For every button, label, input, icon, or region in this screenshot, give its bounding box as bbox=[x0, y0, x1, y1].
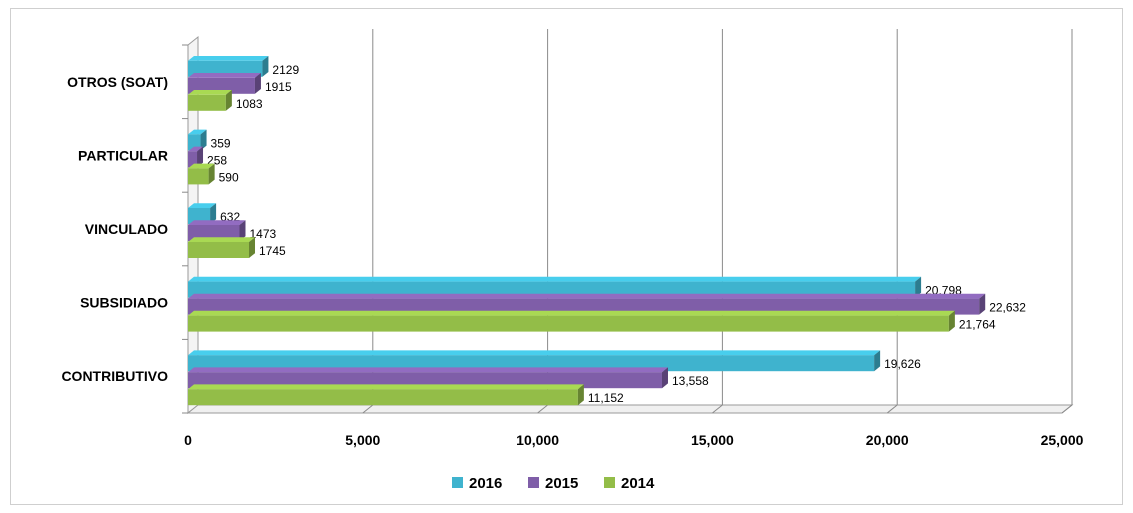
data-label: 22,632 bbox=[989, 301, 1026, 315]
x-tick-label: 10,000 bbox=[516, 432, 559, 448]
category-label: SUBSIDIADO bbox=[80, 295, 168, 311]
gridline-floor bbox=[537, 404, 548, 414]
bar-2014 bbox=[188, 310, 955, 332]
svg-text:2015: 2015 bbox=[545, 475, 578, 492]
bar-2015 bbox=[188, 146, 204, 168]
bar-2016 bbox=[188, 276, 922, 298]
x-tick-label: 0 bbox=[184, 432, 192, 448]
legend-item-2014: 2014 bbox=[604, 475, 655, 492]
bar-2016 bbox=[188, 129, 207, 151]
bar-2014 bbox=[188, 237, 256, 258]
category-label: OTROS (SOAT) bbox=[67, 74, 168, 90]
legend-item-2015: 2015 bbox=[528, 475, 578, 492]
bar-2015 bbox=[188, 220, 246, 241]
svg-text:2014: 2014 bbox=[621, 475, 655, 492]
gridline-floor bbox=[712, 404, 723, 414]
bar-2016 bbox=[188, 350, 881, 372]
floor bbox=[186, 404, 1074, 414]
data-label: 2129 bbox=[272, 63, 299, 77]
data-label: 590 bbox=[219, 170, 239, 184]
x-tick-label: 15,000 bbox=[691, 432, 734, 448]
bar-2015 bbox=[188, 367, 668, 389]
data-label: 19,626 bbox=[884, 357, 921, 371]
legend-item-2016: 2016 bbox=[452, 475, 502, 492]
category-label: PARTICULAR bbox=[78, 147, 168, 163]
bar-2015 bbox=[188, 73, 261, 94]
x-tick-label: 25,000 bbox=[1041, 432, 1084, 448]
data-label: 13,558 bbox=[672, 374, 709, 388]
category-label: VINCULADO bbox=[85, 221, 168, 237]
x-tick-label: 20,000 bbox=[866, 432, 909, 448]
data-label: 359 bbox=[211, 136, 231, 150]
gridline-floor bbox=[1061, 404, 1073, 414]
x-tick-label: 5,000 bbox=[345, 432, 380, 448]
gridline-floor bbox=[362, 404, 374, 414]
data-label: 21,764 bbox=[959, 318, 996, 332]
category-label: CONTRIBUTIVO bbox=[61, 368, 168, 384]
bar-2014 bbox=[188, 163, 215, 185]
data-label: 11,152 bbox=[588, 391, 624, 405]
data-label: 1473 bbox=[249, 227, 276, 241]
bar-2015 bbox=[188, 293, 986, 315]
bar-2016 bbox=[188, 56, 269, 77]
bar-2016 bbox=[188, 203, 217, 224]
svg-text:2016: 2016 bbox=[469, 475, 502, 492]
bar-2014 bbox=[188, 90, 232, 111]
data-label: 1915 bbox=[265, 80, 292, 94]
bar-2014 bbox=[188, 384, 584, 406]
gridline-floor bbox=[886, 404, 898, 414]
data-label: 1745 bbox=[259, 244, 286, 258]
data-label: 1083 bbox=[236, 97, 263, 111]
